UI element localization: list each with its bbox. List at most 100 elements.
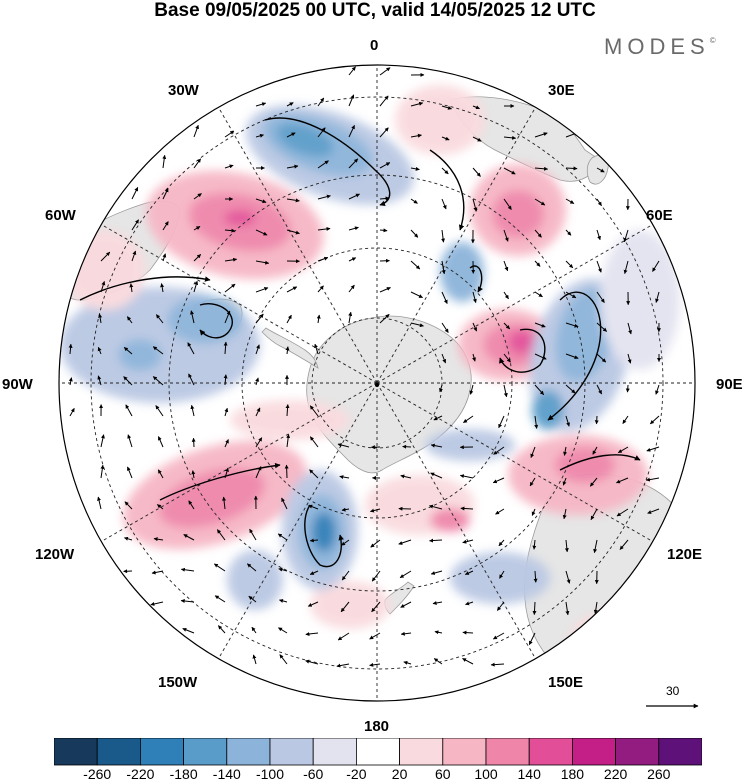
lon-label-150e: 150E <box>548 674 584 691</box>
wind-vector <box>503 198 512 210</box>
wind-vector <box>222 496 227 510</box>
wind-vector <box>589 477 598 487</box>
wind-vector <box>255 287 269 293</box>
colorbar-swatch <box>355 738 400 766</box>
wind-vector <box>596 322 608 332</box>
wind-vector <box>255 344 260 355</box>
wind-vector <box>472 136 482 142</box>
wind-vector <box>123 347 133 355</box>
wind-vector <box>97 496 102 510</box>
negative-anomaly-core <box>118 339 162 371</box>
wind-vector <box>496 601 505 611</box>
wind-vector <box>162 154 167 169</box>
wind-vector <box>616 508 629 517</box>
colorbar-tick-label: -220 <box>126 766 155 782</box>
wind-vector <box>379 95 389 107</box>
colorbar-tick-label: 180 <box>560 766 585 782</box>
colorbar-tick-label: 20 <box>391 766 408 782</box>
wind-vectors <box>68 66 661 668</box>
colorbar-swatch <box>54 738 98 766</box>
wind-vector <box>150 601 164 606</box>
wind-vector <box>224 164 234 169</box>
wind-vector <box>97 375 102 386</box>
wind-vector <box>441 322 449 333</box>
colorbar-tick-label: -140 <box>212 766 241 782</box>
colorbar-swatch <box>399 738 444 766</box>
wind-vector <box>162 221 169 231</box>
wind-vector <box>565 322 579 328</box>
wind-vector <box>379 162 391 169</box>
wind-vector <box>193 158 202 169</box>
wind-vector <box>534 260 541 267</box>
wind-vector <box>528 632 536 646</box>
wind-vector <box>285 404 290 417</box>
colorbar-swatch <box>96 738 141 766</box>
wind-vector <box>565 166 578 171</box>
wind-vector <box>255 313 264 324</box>
wind-vector <box>307 601 319 607</box>
wind-vector <box>593 601 598 614</box>
negative-anomaly <box>425 429 515 461</box>
wind-vector <box>379 127 389 138</box>
wind-vector <box>317 226 331 231</box>
wind-vector <box>492 477 505 484</box>
colorbar-swatch <box>615 738 660 766</box>
wind-vector <box>316 314 321 324</box>
wind-vector <box>379 67 391 76</box>
wind-vector <box>100 251 111 262</box>
wind-vector <box>462 657 474 665</box>
negative-anomaly-peak <box>532 390 564 430</box>
wind-vector <box>565 353 579 360</box>
wind-vector <box>623 260 629 274</box>
colorbar-tick-label: 140 <box>517 766 541 782</box>
wind-vector <box>340 601 350 613</box>
wind-vector <box>596 260 602 273</box>
wind-vector <box>492 632 505 640</box>
wind-vector <box>180 567 195 572</box>
negative-anomaly <box>440 242 484 302</box>
globe-boundary <box>58 64 696 702</box>
wind-vector <box>593 539 598 554</box>
wind-vector <box>278 627 288 634</box>
wind-vector <box>131 219 140 231</box>
wind-vector <box>596 198 602 207</box>
antarctic-peninsula <box>261 327 319 369</box>
wind-vector <box>503 353 511 363</box>
wind-vector <box>370 508 381 513</box>
wind-vector <box>285 346 290 355</box>
wind-vector <box>125 404 133 417</box>
copyright-mark: © <box>709 36 716 45</box>
wind-vector <box>191 470 196 479</box>
wind-vector <box>499 570 505 579</box>
colorbar-tick-label: 260 <box>647 766 671 782</box>
wind-vector <box>439 384 443 393</box>
wind-vector <box>126 316 133 324</box>
wind-vector <box>339 475 350 479</box>
wind-vector <box>490 662 505 667</box>
wind-vector <box>534 384 545 396</box>
wind-vector <box>616 477 629 484</box>
wind-vector <box>410 322 424 328</box>
wind-vector <box>317 256 329 262</box>
wind-vector <box>655 384 660 395</box>
wind-vector <box>248 595 257 603</box>
wind-vector <box>592 446 598 455</box>
polar-map <box>58 64 699 709</box>
wind-vector <box>348 94 355 107</box>
wind-vector <box>441 260 446 275</box>
wind-vector <box>534 166 549 171</box>
wind-vector <box>341 570 350 581</box>
wind-vector <box>246 563 257 572</box>
wind-vector <box>503 384 508 398</box>
wind-vector <box>472 167 481 177</box>
wind-vector <box>151 570 164 575</box>
wind-vector <box>252 654 257 665</box>
wind-vector <box>565 384 576 394</box>
streamline <box>304 504 344 568</box>
wind-vector <box>309 538 319 543</box>
wind-vector <box>565 198 575 205</box>
wind-vector <box>565 601 570 616</box>
wind-vector <box>100 434 105 448</box>
wind-vector <box>193 254 202 262</box>
wind-vector <box>255 407 261 417</box>
